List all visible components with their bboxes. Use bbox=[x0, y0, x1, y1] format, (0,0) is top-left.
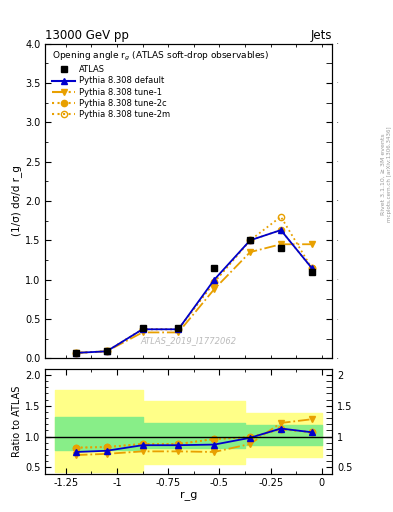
Y-axis label: (1/σ) dσ/d r_g: (1/σ) dσ/d r_g bbox=[11, 165, 22, 237]
Legend: ATLAS, Pythia 8.308 default, Pythia 8.308 tune-1, Pythia 8.308 tune-2c, Pythia 8: ATLAS, Pythia 8.308 default, Pythia 8.30… bbox=[50, 48, 272, 121]
Text: 13000 GeV pp: 13000 GeV pp bbox=[45, 29, 129, 42]
Text: mcplots.cern.ch [arXiv:1306.3436]: mcplots.cern.ch [arXiv:1306.3436] bbox=[387, 126, 391, 222]
Text: Rivet 3.1.10, ≥ 3M events: Rivet 3.1.10, ≥ 3M events bbox=[381, 133, 386, 215]
X-axis label: r_g: r_g bbox=[180, 491, 197, 501]
Text: Jets: Jets bbox=[310, 29, 332, 42]
Y-axis label: Ratio to ATLAS: Ratio to ATLAS bbox=[12, 386, 22, 457]
Text: ATLAS_2019_I1772062: ATLAS_2019_I1772062 bbox=[141, 336, 237, 346]
